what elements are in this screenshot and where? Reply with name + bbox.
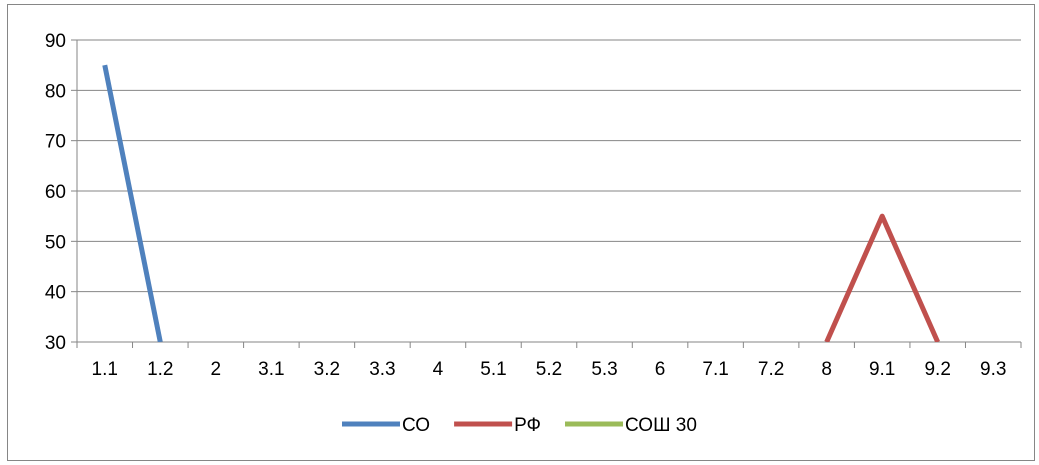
x-tick-label: 9.2 xyxy=(924,359,950,380)
gridlines xyxy=(77,39,1021,293)
x-tick-label: 1.1 xyxy=(92,359,118,380)
x-tick-label: 5.2 xyxy=(536,359,562,380)
x-tick-label: 6 xyxy=(655,359,666,380)
y-tick-label: 30 xyxy=(45,333,66,354)
x-tick-label: 7.1 xyxy=(702,359,728,380)
y-tick-label: 70 xyxy=(45,132,66,153)
chart-frame xyxy=(7,4,1035,461)
y-axis-tick-labels: 30 40 50 60 70 80 90 xyxy=(45,31,66,354)
legend-label: СО xyxy=(402,415,430,436)
legend-label: РФ xyxy=(514,415,541,436)
x-tick-label: 4 xyxy=(433,359,444,380)
x-tick-label: 9.3 xyxy=(980,359,1006,380)
x-tick-label: 8 xyxy=(821,359,832,380)
x-tick-label: 7.2 xyxy=(758,359,784,380)
x-axis-tick-labels: 1.1 1.2 2 3.1 3.2 3.3 4 5.1 5.2 5.3 6 7.1 7.2 8 9.1 9.2… xyxy=(92,359,1007,380)
x-tick-label: 1.2 xyxy=(147,359,173,380)
axes xyxy=(71,39,1022,348)
y-tick-label: 50 xyxy=(45,232,66,253)
x-tick-label: 5.3 xyxy=(591,359,617,380)
series-line-1 xyxy=(102,64,163,342)
y-tick-label: 90 xyxy=(45,31,66,52)
x-tick-label: 9.1 xyxy=(869,359,895,380)
legend-label: СОШ 30 xyxy=(625,415,697,436)
legend: СО РФ СОШ 30 xyxy=(342,415,697,436)
x-tick-label: 3.1 xyxy=(258,359,284,380)
y-tick-label: 60 xyxy=(45,182,66,203)
x-tick-label: 5.1 xyxy=(480,359,506,380)
series-lines xyxy=(102,64,940,342)
series-line-2 xyxy=(824,213,940,342)
x-tick-label: 3.2 xyxy=(314,359,340,380)
y-tick-label: 40 xyxy=(45,283,66,304)
x-tick-label: 3.3 xyxy=(369,359,395,380)
x-tick-label: 2 xyxy=(211,359,222,380)
y-tick-label: 80 xyxy=(45,81,66,102)
